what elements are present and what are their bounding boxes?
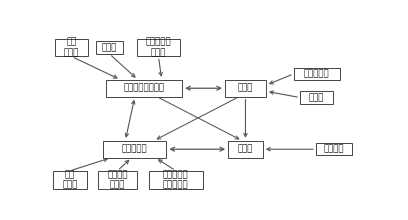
- Text: 现象与特征
信息关联表: 现象与特征 信息关联表: [163, 170, 189, 190]
- Text: 特征
信息表: 特征 信息表: [62, 170, 78, 190]
- FancyBboxPatch shape: [96, 41, 123, 54]
- Text: 故障表: 故障表: [102, 43, 117, 52]
- FancyBboxPatch shape: [55, 39, 88, 57]
- Text: 临时故障表: 临时故障表: [304, 69, 329, 78]
- Text: 现象与故障
关联表: 现象与故障 关联表: [146, 38, 171, 57]
- Text: 特征信息库: 特征信息库: [122, 145, 148, 154]
- FancyBboxPatch shape: [300, 92, 333, 104]
- Text: 故障
现象表: 故障 现象表: [64, 38, 79, 57]
- Text: 故障与现象信息库: 故障与现象信息库: [124, 84, 165, 93]
- FancyBboxPatch shape: [103, 141, 166, 158]
- FancyBboxPatch shape: [228, 141, 263, 158]
- FancyBboxPatch shape: [98, 171, 137, 189]
- FancyBboxPatch shape: [149, 171, 203, 189]
- FancyBboxPatch shape: [294, 68, 339, 80]
- FancyBboxPatch shape: [106, 80, 182, 97]
- FancyBboxPatch shape: [137, 39, 180, 57]
- Text: 诊断规则: 诊断规则: [324, 145, 344, 154]
- Text: 特征信息
取值表: 特征信息 取值表: [107, 170, 128, 190]
- Text: 问题库: 问题库: [238, 84, 253, 93]
- Text: 问题表: 问题表: [309, 93, 324, 102]
- FancyBboxPatch shape: [316, 143, 352, 155]
- FancyBboxPatch shape: [225, 80, 266, 97]
- FancyBboxPatch shape: [53, 171, 86, 189]
- Text: 规则库: 规则库: [238, 145, 253, 154]
